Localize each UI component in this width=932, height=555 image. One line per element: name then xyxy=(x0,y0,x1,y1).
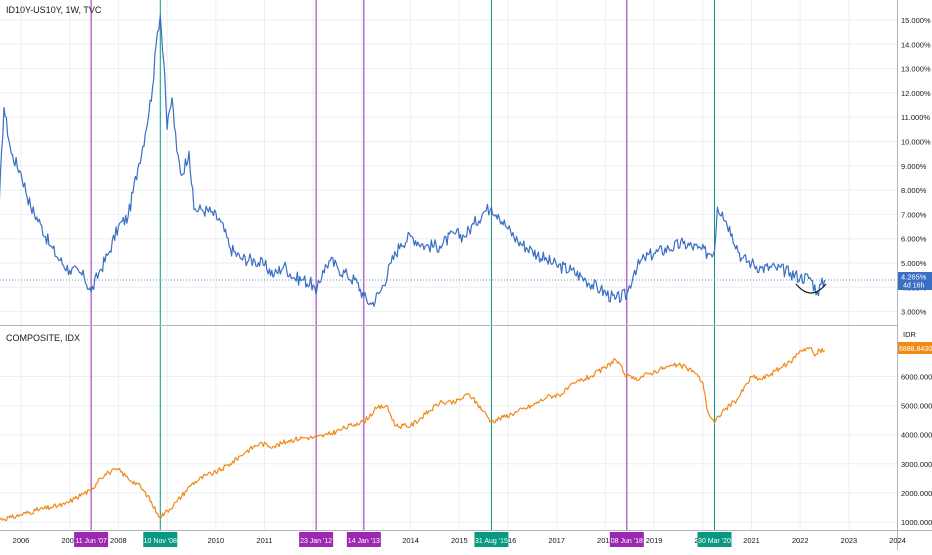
x-tick-label: 2008 xyxy=(110,536,127,545)
y-tick-label: 5000.0000 xyxy=(901,402,932,411)
y-tick-label: 14.000% xyxy=(901,40,931,49)
y-tick-label: 7.000% xyxy=(901,210,927,219)
y-tick-label: 1000.0000 xyxy=(901,518,932,527)
y-tick-label: 12.000% xyxy=(901,89,931,98)
marker-label-bg xyxy=(346,532,381,547)
currency-label: IDR xyxy=(903,330,917,339)
y-tick-label: 6000.0000 xyxy=(901,373,932,382)
arc-annotation xyxy=(795,283,827,294)
marker-label: 10 Nov '08 xyxy=(144,538,177,545)
top-pane-title: ID10Y-US10Y, 1W, TVC xyxy=(6,5,102,15)
y-tick-label: 6.000% xyxy=(901,235,927,244)
marker-label: 23 Jan '12 xyxy=(300,538,332,545)
y-tick-label: 15.000% xyxy=(901,16,931,25)
marker-label: 14 Jan '13 xyxy=(348,538,380,545)
y-tick-label: 8.000% xyxy=(901,186,927,195)
x-tick-label: 2018 xyxy=(597,536,614,545)
marker-label-bg xyxy=(143,532,178,547)
x-tick-label: 2021 xyxy=(743,536,760,545)
x-tick-label: 2011 xyxy=(256,536,272,545)
marker-label: 31 Aug '15 xyxy=(475,538,508,545)
y-tick-label: 2000.0000 xyxy=(901,489,932,498)
marker-label-bg xyxy=(474,532,509,547)
marker-label-bg xyxy=(299,532,334,547)
y-tick-label: 13.000% xyxy=(901,65,931,74)
marker-label: 30 Mar '20 xyxy=(698,538,731,545)
last-value-label-top: 4.265% xyxy=(901,273,927,282)
x-tick-label: 2014 xyxy=(402,536,419,545)
y-tick-label: 4000.0000 xyxy=(901,431,932,440)
marker-label-bg xyxy=(74,532,109,547)
marker-label-bg xyxy=(609,532,644,547)
last-value-badge-top xyxy=(898,272,932,291)
y-tick-label: 3000.0000 xyxy=(901,460,932,469)
last-value-label-bottom: 6888.8430 xyxy=(899,346,932,353)
x-tick-label: 2007 xyxy=(61,536,78,545)
x-tick-label: 2022 xyxy=(792,536,809,545)
x-tick-label: 2019 xyxy=(646,536,663,545)
marker-label: 08 Jun '18 xyxy=(611,538,643,545)
x-tick-label: 2015 xyxy=(451,536,468,545)
x-tick-label: 2023 xyxy=(841,536,858,545)
marker-label-bg xyxy=(697,532,732,547)
bottom-pane-title: COMPOSITE, IDX xyxy=(6,333,81,343)
spread-series-line xyxy=(0,14,826,307)
countdown-label: 4d 16h xyxy=(903,283,925,290)
x-tick-label: 2024 xyxy=(889,536,906,545)
y-tick-label: 3.000% xyxy=(901,308,927,317)
y-tick-label: 11.000% xyxy=(901,113,930,122)
x-tick-label: 2017 xyxy=(548,536,565,545)
x-tick-label: 2010 xyxy=(207,536,224,545)
y-tick-label: 10.000% xyxy=(901,138,931,147)
x-tick-label: 2006 xyxy=(13,536,30,545)
last-value-badge-bottom xyxy=(898,342,932,354)
composite-series-line xyxy=(0,346,826,522)
marker-label: 11 Jun '07 xyxy=(75,538,107,545)
y-tick-label: 5.000% xyxy=(901,259,927,268)
y-tick-label: 9.000% xyxy=(901,162,927,171)
